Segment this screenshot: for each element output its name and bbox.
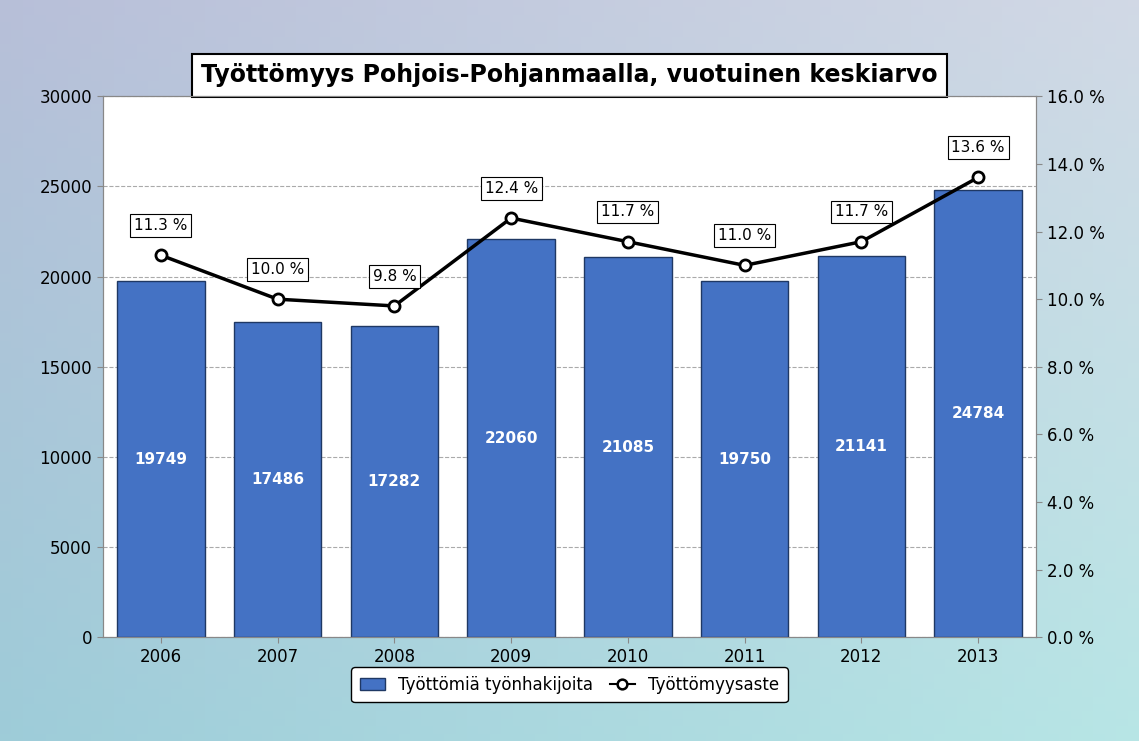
Text: 19750: 19750 — [718, 452, 771, 467]
Text: 11.0 %: 11.0 % — [718, 228, 771, 243]
Text: 19749: 19749 — [134, 452, 188, 467]
Text: 21085: 21085 — [601, 439, 655, 455]
Text: 11.3 %: 11.3 % — [134, 218, 188, 233]
Text: 24784: 24784 — [951, 406, 1005, 422]
Text: 22060: 22060 — [484, 431, 538, 446]
Text: 9.8 %: 9.8 % — [372, 269, 416, 284]
Text: 17282: 17282 — [368, 474, 421, 489]
Text: 10.0 %: 10.0 % — [251, 262, 304, 277]
Bar — [934, 190, 1022, 637]
Bar — [233, 322, 321, 637]
Text: 11.7 %: 11.7 % — [601, 205, 655, 219]
Text: 13.6 %: 13.6 % — [951, 140, 1005, 156]
Legend: Työttömiä työnhakijoita, Työttömyysaste: Työttömiä työnhakijoita, Työttömyysaste — [352, 668, 787, 702]
Bar — [818, 256, 906, 637]
Bar — [584, 257, 672, 637]
Bar — [700, 281, 788, 637]
Bar — [117, 281, 205, 637]
Bar — [467, 239, 555, 637]
Text: 21141: 21141 — [835, 439, 887, 454]
Text: 12.4 %: 12.4 % — [484, 181, 538, 196]
Text: 11.7 %: 11.7 % — [835, 205, 888, 219]
Text: 17486: 17486 — [251, 472, 304, 487]
Bar — [351, 325, 439, 637]
Title: Työttömyys Pohjois-Pohjanmaalla, vuotuinen keskiarvo: Työttömyys Pohjois-Pohjanmaalla, vuotuin… — [202, 64, 937, 87]
